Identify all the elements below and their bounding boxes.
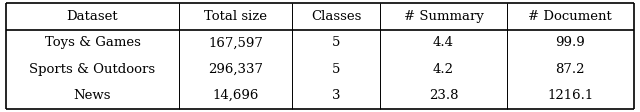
Text: 99.9: 99.9 <box>556 36 585 49</box>
Text: Toys & Games: Toys & Games <box>45 36 140 49</box>
Text: 3: 3 <box>332 89 340 102</box>
Text: Sports & Outdoors: Sports & Outdoors <box>29 63 156 76</box>
Text: 23.8: 23.8 <box>429 89 458 102</box>
Text: 14,696: 14,696 <box>212 89 259 102</box>
Text: 5: 5 <box>332 36 340 49</box>
Text: News: News <box>74 89 111 102</box>
Text: 4.4: 4.4 <box>433 36 454 49</box>
Text: # Document: # Document <box>529 10 612 23</box>
Text: Total size: Total size <box>204 10 267 23</box>
Text: 4.2: 4.2 <box>433 63 454 76</box>
Text: # Summary: # Summary <box>404 10 483 23</box>
Text: Dataset: Dataset <box>67 10 118 23</box>
Text: 5: 5 <box>332 63 340 76</box>
Text: 1216.1: 1216.1 <box>547 89 593 102</box>
Text: 87.2: 87.2 <box>556 63 585 76</box>
Text: 296,337: 296,337 <box>208 63 263 76</box>
Text: Classes: Classes <box>311 10 362 23</box>
Text: 167,597: 167,597 <box>208 36 263 49</box>
